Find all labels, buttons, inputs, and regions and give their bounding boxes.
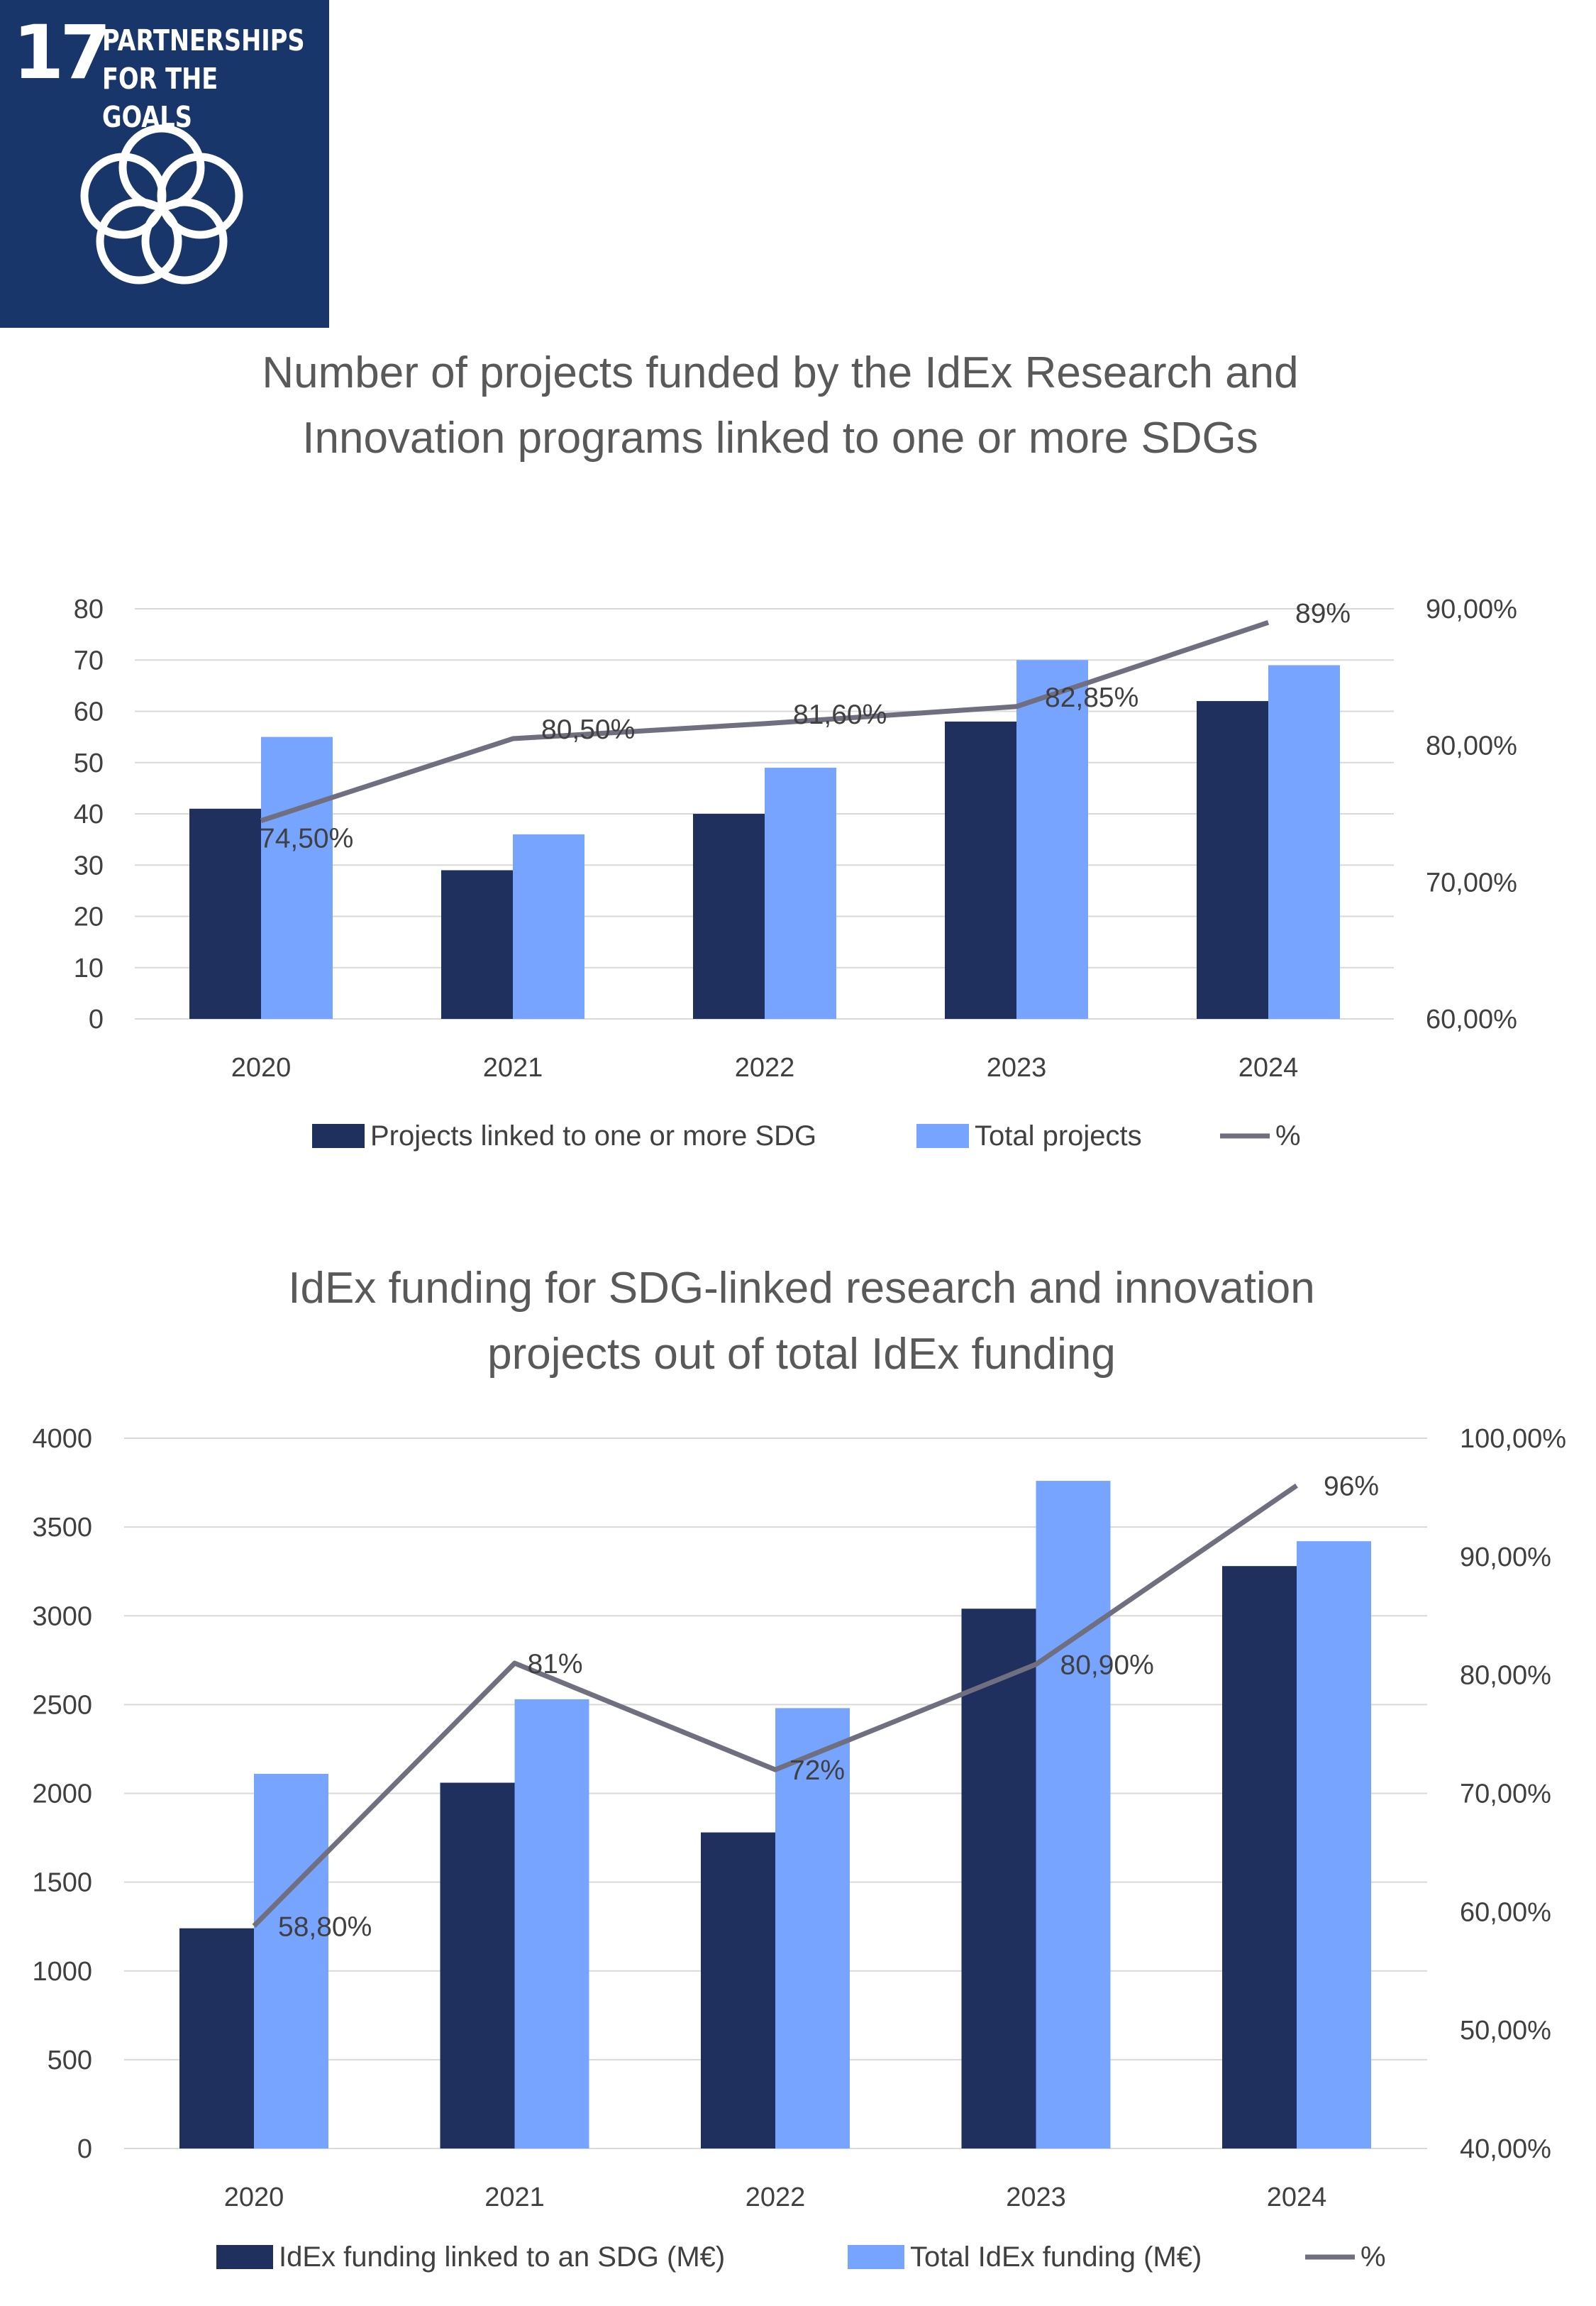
- chart1-x-tick-label: 2021: [483, 1053, 543, 1083]
- chart2-bar-total-2022: [775, 1708, 850, 2148]
- chart1-percent-label-2024: 89%: [1295, 598, 1351, 629]
- chart2-legend-label-3: %: [1361, 2241, 1386, 2273]
- chart2-y2-tick-label: 50,00%: [1460, 2016, 1551, 2046]
- chart2-x-tick-label: 2023: [1006, 2183, 1066, 2212]
- chart2-y-tick-label: 500: [48, 2046, 92, 2075]
- chart2-title-line-2: projects out of total IdEx funding: [487, 1330, 1116, 1379]
- chart1-bar-total-2024: [1268, 665, 1340, 1019]
- five-interlocking-rings-icon: [80, 124, 243, 285]
- chart2-x-tick-label: 2022: [746, 2183, 806, 2212]
- chart2-bar-sdg-2023: [961, 1609, 1036, 2148]
- chart2-y-tick-label: 2000: [32, 1780, 92, 1809]
- chart1-y2-tick-label: 90,00%: [1426, 595, 1517, 624]
- chart2-y2-tick-label: 100,00%: [1460, 1424, 1566, 1454]
- chart2-bar-sdg-2024: [1222, 1566, 1297, 2148]
- chart1-y-tick-label: 0: [89, 1005, 104, 1035]
- chart1-x-tick-label: 2022: [735, 1053, 795, 1083]
- chart1-title-line-2: Innovation programs linked to one or mor…: [302, 414, 1258, 463]
- chart1-y-tick-label: 70: [74, 646, 104, 675]
- chart1-y-tick-label: 10: [74, 954, 104, 983]
- chart2-legend-swatch-2: [848, 2245, 904, 2269]
- chart2-bar-total-2023: [1036, 1481, 1111, 2148]
- chart2-bar-total-2024: [1297, 1541, 1371, 2148]
- chart2-y-tick-label: 1500: [32, 1868, 92, 1898]
- chart1-legend-label-1: Projects linked to one or more SDG: [370, 1120, 816, 1152]
- chart1-bar-total-2022: [765, 767, 836, 1019]
- chart2-bar-total-2021: [514, 1699, 589, 2148]
- chart1-title-line-1: Number of projects funded by the IdEx Re…: [262, 348, 1298, 397]
- chart2-percent-label-2023: 80,90%: [1060, 1650, 1154, 1681]
- chart2-x-tick-label: 2021: [484, 2183, 545, 2212]
- chart2-percent-label-2021: 81%: [528, 1649, 583, 1679]
- chart1-y-tick-label: 20: [74, 903, 104, 932]
- sdg-goal-name-line1: PARTNERSHIPS: [102, 23, 305, 57]
- chart2-legend-label-1: IdEx funding linked to an SDG (M€): [279, 2241, 725, 2273]
- chart2-x-tick-label: 2024: [1267, 2183, 1327, 2212]
- chart1-percent-label-2022: 81,60%: [793, 700, 887, 730]
- chart1-bar-sdg-2020: [189, 808, 261, 1019]
- chart1-y2-tick-label: 70,00%: [1426, 868, 1517, 898]
- chart2-y-tick-label: 2500: [32, 1690, 92, 1720]
- chart1-legend-swatch-2: [916, 1124, 969, 1148]
- chart2-bar-sdg-2022: [701, 1832, 775, 2148]
- chart1-y2-tick-label: 60,00%: [1426, 1005, 1517, 1035]
- chart1-bar-sdg-2021: [441, 870, 513, 1019]
- chart2-title-line-1: IdEx funding for SDG-linked research and…: [288, 1264, 1315, 1313]
- chart1-bar-sdg-2023: [945, 721, 1016, 1019]
- chart2-y-tick-label: 0: [77, 2134, 92, 2164]
- chart1-percent-line: [260, 619, 1270, 823]
- chart2-y2-tick-label: 60,00%: [1460, 1897, 1551, 1927]
- chart2-x-tick-label: 2020: [224, 2183, 284, 2212]
- chart1-x-tick-label: 2023: [987, 1053, 1047, 1083]
- chart1-y2-tick-label: 80,00%: [1426, 732, 1517, 761]
- chart2-percent-line: [252, 1483, 1298, 1928]
- chart2-percent-label-2020: 58,80%: [278, 1911, 372, 1942]
- chart1-bar-sdg-2024: [1197, 701, 1268, 1019]
- sdg-17-badge: 17 PARTNERSHIPS FOR THE GOALS: [0, 0, 329, 328]
- chart1-x-tick-label: 2024: [1238, 1053, 1299, 1083]
- chart2-y2-tick-label: 90,00%: [1460, 1543, 1551, 1572]
- chart1-y-tick-label: 50: [74, 749, 104, 778]
- chart1-bar-sdg-2022: [693, 814, 765, 1019]
- chart1-bar-total-2021: [513, 834, 584, 1019]
- chart2-legend-swatch-1: [216, 2245, 273, 2269]
- chart2-y2-tick-label: 40,00%: [1460, 2134, 1551, 2164]
- chart2-y2-tick-label: 70,00%: [1460, 1780, 1551, 1809]
- chart1-legend-swatch-1: [312, 1124, 365, 1148]
- chart2-y-tick-label: 4000: [32, 1424, 92, 1454]
- chart1-legend-label-2: Total projects: [975, 1120, 1142, 1152]
- chart2-bar-sdg-2021: [440, 1782, 515, 2148]
- chart2-percent-label-2024: 96%: [1324, 1472, 1379, 1502]
- chart1-y-tick-label: 60: [74, 697, 104, 727]
- chart1-y-tick-label: 30: [74, 851, 104, 881]
- chart2-bar-sdg-2020: [179, 1928, 254, 2148]
- chart2-y2-tick-label: 80,00%: [1460, 1661, 1551, 1691]
- chart2-y-tick-label: 3500: [32, 1513, 92, 1543]
- chart2-y-tick-label: 1000: [32, 1957, 92, 1987]
- chart1-percent-label-2021: 80,50%: [541, 715, 635, 745]
- chart1-y-tick-label: 40: [74, 800, 104, 829]
- chart1-y-tick-label: 80: [74, 595, 104, 624]
- sdg-number: 17: [13, 9, 111, 96]
- chart2-bar-total-2020: [254, 1773, 328, 2148]
- chart1-bar-total-2023: [1016, 660, 1088, 1019]
- chart2-percent-label-2022: 72%: [789, 1755, 845, 1786]
- chart1-legend-label-3: %: [1275, 1120, 1301, 1152]
- chart1-bar-total-2020: [261, 737, 333, 1019]
- chart1-percent-label-2020: 74,50%: [260, 824, 353, 854]
- chart2-legend-label-2: Total IdEx funding (M€): [910, 2241, 1202, 2273]
- chart1-x-tick-label: 2020: [231, 1053, 292, 1083]
- chart2-y-tick-label: 3000: [32, 1601, 92, 1631]
- chart1-percent-label-2023: 82,85%: [1045, 683, 1138, 713]
